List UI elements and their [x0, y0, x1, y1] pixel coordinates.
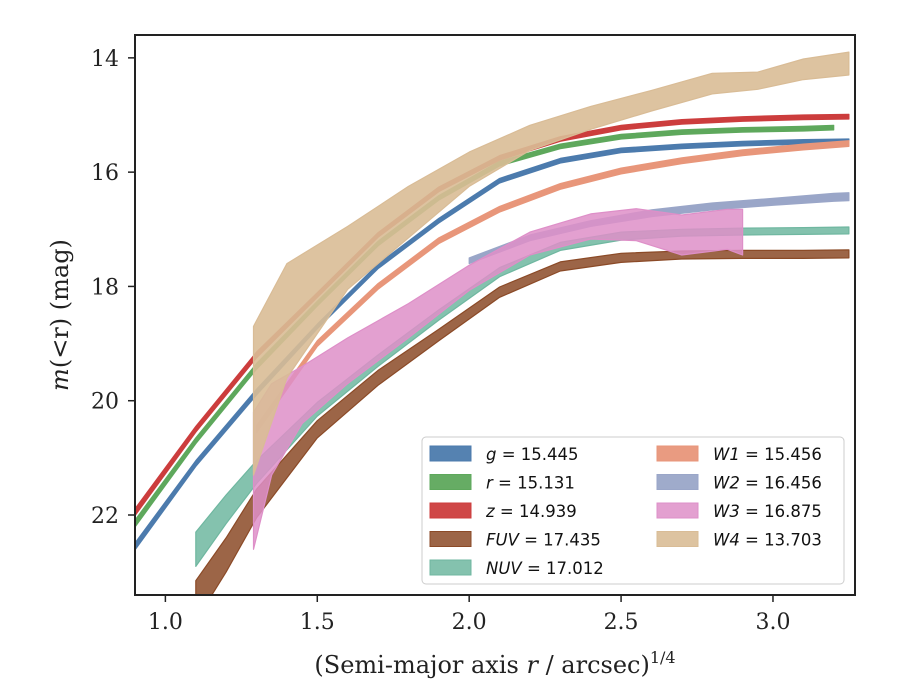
- series-band-w4: [252, 51, 850, 476]
- y-tick-label: 16: [91, 161, 119, 186]
- legend-label-w1: W1 = 15.456: [713, 445, 822, 464]
- legend-swatch-w4: [656, 531, 699, 547]
- series-band-w1: [255, 140, 850, 434]
- x-tick-label: 3.0: [755, 610, 790, 635]
- x-axis-label: (Semi-major axis r / arcsec)1/4: [314, 648, 675, 679]
- legend-label-fuv: FUV = 17.435: [486, 531, 601, 550]
- legend-swatch-fuv: [429, 531, 472, 547]
- legend-label-w4: W4 = 13.703: [713, 531, 822, 550]
- series-layer: [135, 51, 850, 595]
- legend-label-g: g = 15.445: [486, 445, 579, 464]
- legend-box: [421, 436, 845, 585]
- y-tick-label: 14: [91, 47, 119, 72]
- legend-label-r: r = 15.131: [486, 474, 575, 493]
- x-tick-label: 1.5: [300, 610, 335, 635]
- legend-swatch-g: [429, 445, 472, 462]
- y-axis-label: m(<r) (mag): [46, 239, 74, 391]
- series-band-fuv: [195, 249, 850, 595]
- legend-swatch-w2: [656, 474, 699, 490]
- plot-frame: [134, 34, 856, 596]
- legend-swatch-z: [429, 502, 472, 519]
- legend-swatch-w3: [656, 502, 699, 519]
- x-tick-label: 1.0: [148, 610, 183, 635]
- legend-swatch-nuv: [429, 559, 472, 576]
- y-tick-label: 18: [91, 275, 119, 300]
- legend-swatch-r: [429, 474, 472, 490]
- y-tick-label: 20: [91, 390, 119, 415]
- legend-swatch-w1: [656, 445, 699, 462]
- legend-label-nuv: NUV = 17.012: [486, 559, 604, 578]
- series-band-w3: [252, 208, 744, 550]
- x-tick-label: 2.0: [452, 610, 487, 635]
- legend-label-w2: W2 = 16.456: [713, 474, 822, 493]
- y-tick-label: 22: [91, 504, 119, 529]
- legend: g = 15.445 r = 15.131 z = 14.939 FUV = 17.4…: [421, 436, 845, 585]
- legend-label-z: z = 14.939: [485, 502, 577, 521]
- x-tick-label: 2.5: [604, 610, 639, 635]
- ticks-layer: 1.0 1.5 2.0 2.5 3.0 14 16 18 20 22: [91, 47, 790, 635]
- legend-label-w3: W3 = 16.875: [713, 502, 822, 521]
